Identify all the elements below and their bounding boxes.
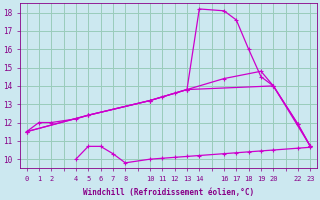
X-axis label: Windchill (Refroidissement éolien,°C): Windchill (Refroidissement éolien,°C) [83,188,254,197]
